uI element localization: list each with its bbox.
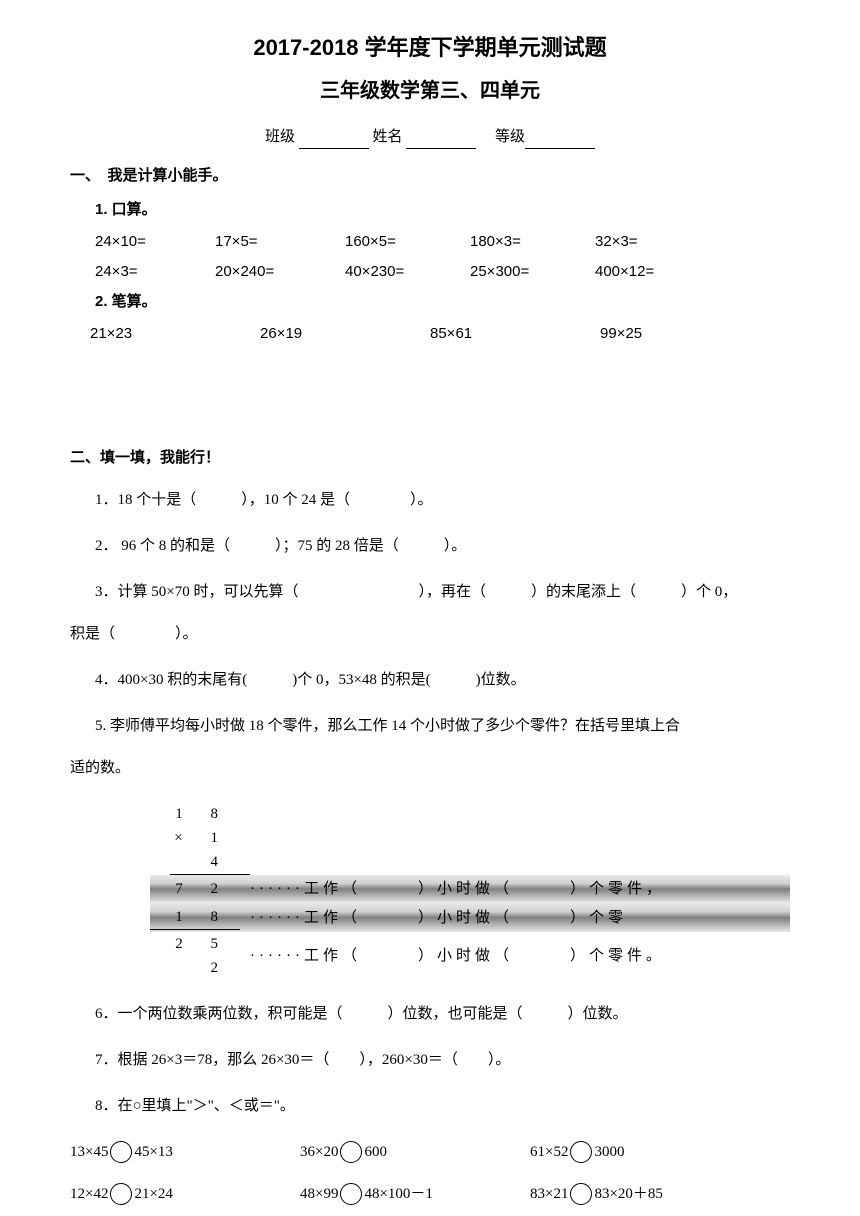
vmult-n4: 1 8 [150, 905, 240, 930]
subsection-1-2: 2. 笔算。 [95, 290, 790, 314]
cmp-left: 13×45 [70, 1140, 108, 1164]
mental-calc-row-1: 24×10= 17×5= 160×5= 180×3= 32×3= [95, 230, 790, 254]
fill-q1: 1．18 个十是（ ），10 个 24 是（ ）。 [95, 488, 790, 512]
cmp-right: 21×24 [134, 1182, 172, 1206]
vmult-annot-3: ······工作（ ）小时做（ ）个零件。 [250, 944, 665, 968]
vertical-multiplication: 1 8 × 1 4 7 2 ······工作（ ）小时做（ ）个零件， 1 8 … [150, 802, 790, 980]
fill-q3b: 积是（ ）。 [70, 622, 790, 646]
grade-label: 等级 [495, 129, 525, 145]
mental-calc-row-2: 24×3= 20×240= 40×230= 25×300= 400×12= [95, 260, 790, 284]
subsection-1-1: 1. 口算。 [95, 198, 790, 222]
cmp-left: 61×52 [530, 1140, 568, 1164]
grade-blank [525, 134, 595, 149]
written-item: 21×23 [90, 322, 260, 346]
name-blank [406, 134, 476, 149]
calc-item: 24×10= [95, 230, 215, 254]
class-label: 班级 [265, 129, 295, 145]
fill-q2: 2． 96 个 8 的和是（ ）；75 的 28 倍是（ ）。 [95, 534, 790, 558]
calc-item: 40×230= [345, 260, 470, 284]
compare-circle [340, 1141, 362, 1163]
written-item: 99×25 [600, 322, 770, 346]
cmp-right: 48×100－1 [364, 1182, 432, 1206]
fill-q3: 3．计算 50×70 时，可以先算（ ），再在（ ）的末尾添上（ ）个 0， [95, 580, 790, 604]
cmp-left: 48×99 [300, 1182, 338, 1206]
cmp-right: 600 [364, 1140, 387, 1164]
calc-item: 25×300= [470, 260, 595, 284]
compare-circle [570, 1183, 592, 1205]
compare-circle [110, 1141, 132, 1163]
student-info-line: 班级 姓名 等级 [70, 125, 790, 149]
vmult-n1: 1 8 [150, 802, 240, 826]
class-blank [299, 134, 369, 149]
written-item: 26×19 [260, 322, 430, 346]
cmp-left: 36×20 [300, 1140, 338, 1164]
fill-q5b: 适的数。 [70, 756, 790, 780]
written-item: 85×61 [430, 322, 600, 346]
fill-q7: 7．根据 26×3＝78，那么 26×30＝（ ），260×30＝（ ）。 [95, 1048, 790, 1072]
vmult-annot-2: ······工作（ ）小时做（ ）个零 [250, 906, 627, 930]
calc-item: 32×3= [595, 230, 695, 254]
vmult-n5: 2 5 2 [150, 932, 240, 980]
calc-item: 20×240= [215, 260, 345, 284]
fill-q4: 4．400×30 积的末尾有( )个 0，53×48 的积是( )位数。 [95, 668, 790, 692]
calc-item: 180×3= [470, 230, 595, 254]
calc-item: 400×12= [595, 260, 695, 284]
compare-circle [110, 1183, 132, 1205]
cmp-right: 45×13 [134, 1140, 172, 1164]
vmult-n2: × 1 4 [150, 826, 240, 874]
section-2-header: 二、填一填，我能行！ [70, 446, 790, 470]
calc-item: 160×5= [345, 230, 470, 254]
cmp-right: 83×20＋85 [594, 1182, 662, 1206]
cmp-left: 12×42 [70, 1182, 108, 1206]
compare-row-2: 12×42 21×24 48×99 48×100－1 83×21 83×20＋8… [70, 1182, 790, 1206]
calc-item: 17×5= [215, 230, 345, 254]
cmp-right: 3000 [594, 1140, 624, 1164]
fill-q8: 8．在○里填上"＞"、＜或＝"。 [95, 1094, 790, 1118]
fill-q6: 6．一个两位数乘两位数，积可能是（ ）位数，也可能是（ ）位数。 [95, 1002, 790, 1026]
compare-circle [340, 1183, 362, 1205]
main-title: 2017-2018 学年度下学期单元测试题 [70, 30, 790, 65]
vmult-annot-1: ······工作（ ）小时做（ ）个零件， [250, 877, 665, 901]
section-1-header: 一、 我是计算小能手。 [70, 164, 790, 188]
calc-item: 24×3= [95, 260, 215, 284]
cmp-left: 83×21 [530, 1182, 568, 1206]
fill-q5: 5. 李师傅平均每小时做 18 个零件，那么工作 14 个小时做了多少个零件？在… [95, 714, 790, 738]
compare-circle [570, 1141, 592, 1163]
written-calc-row: 21×23 26×19 85×61 99×25 [90, 322, 790, 346]
vmult-n3: 7 2 [150, 877, 240, 901]
name-label: 姓名 [372, 129, 402, 145]
compare-row-1: 13×45 45×13 36×20 600 61×52 3000 [70, 1140, 790, 1164]
subtitle: 三年级数学第三、四单元 [70, 75, 790, 107]
